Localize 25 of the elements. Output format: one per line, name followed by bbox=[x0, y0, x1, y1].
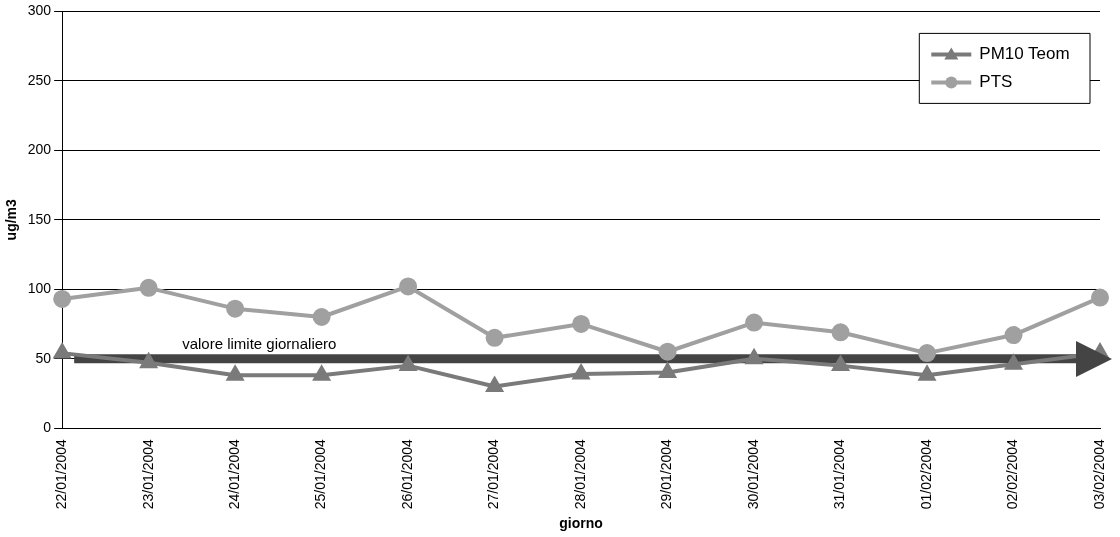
x-tick-label: 28/01/2004 bbox=[571, 438, 588, 510]
x-tick-label: 22/01/2004 bbox=[53, 438, 70, 510]
x-tick-label: 25/01/2004 bbox=[312, 438, 329, 510]
x-tick-label: 03/02/2004 bbox=[1090, 438, 1107, 510]
x-tick-label: 29/01/2004 bbox=[658, 438, 675, 510]
legend-label: PTS bbox=[979, 72, 1013, 92]
x-tick-label: 30/01/2004 bbox=[744, 438, 761, 510]
x-tick-label: 01/02/2004 bbox=[917, 438, 934, 510]
legend-label: PM10 Teom bbox=[979, 44, 1070, 64]
x-tick-label: 26/01/2004 bbox=[398, 438, 415, 510]
x-tick-label: 31/01/2004 bbox=[831, 438, 848, 510]
ref-line-label: valore limite giornaliero bbox=[182, 335, 337, 353]
x-tick-label: 23/01/2004 bbox=[139, 438, 156, 510]
x-tick-label: 27/01/2004 bbox=[485, 438, 502, 510]
y-tick-label: 50 bbox=[35, 349, 52, 366]
y-axis-title: ug/m3 bbox=[3, 198, 20, 241]
y-tick-label: 250 bbox=[27, 71, 52, 88]
y-tick-label: 150 bbox=[27, 210, 52, 227]
y-tick-label: 100 bbox=[27, 280, 52, 297]
x-tick-label: 24/01/2004 bbox=[225, 438, 242, 510]
x-tick-label: 02/02/2004 bbox=[1004, 438, 1021, 510]
y-tick-label: 200 bbox=[27, 141, 52, 158]
x-axis-title: giorno bbox=[559, 515, 603, 532]
y-tick-label: 300 bbox=[27, 2, 52, 19]
y-tick-label: 0 bbox=[43, 418, 52, 435]
